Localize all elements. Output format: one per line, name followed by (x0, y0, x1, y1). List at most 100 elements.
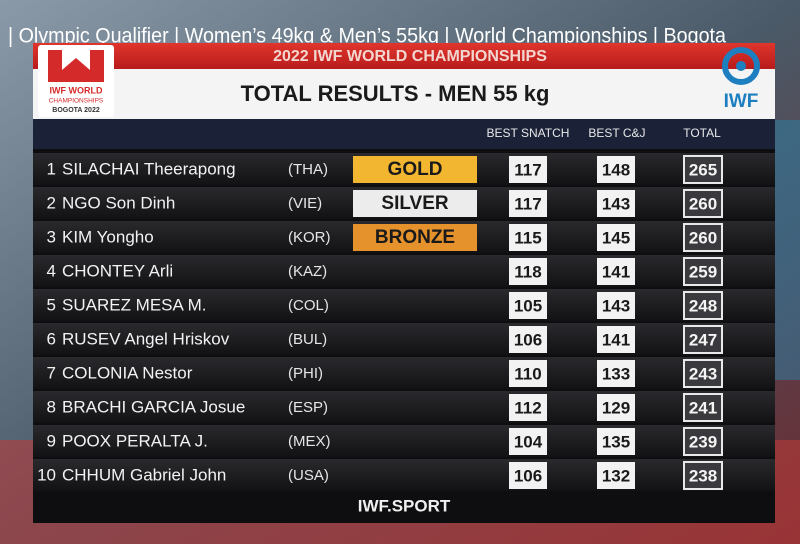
score: 135 (602, 432, 630, 451)
country: (KOR) (288, 229, 331, 246)
score: 132 (602, 466, 630, 485)
rank: 10 (37, 465, 56, 484)
country: (KAZ) (288, 263, 327, 280)
score-box (597, 428, 635, 455)
score-box (509, 224, 547, 251)
score-box (509, 360, 547, 387)
score: 117 (514, 160, 541, 179)
results-title: TOTAL RESULTS - MEN 55 kg (241, 81, 550, 106)
medal-box (353, 156, 477, 183)
score-box (509, 326, 547, 353)
country: (COL) (288, 297, 329, 314)
score: 243 (689, 364, 717, 383)
title-band (33, 69, 775, 119)
logo-right-mark (722, 47, 760, 85)
country: (USA) (288, 467, 329, 484)
column-header: BEST SNATCH (487, 126, 570, 140)
score: 141 (602, 330, 630, 349)
athlete-name: SUAREZ MESA M. (62, 295, 207, 314)
medal: BRONZE (375, 227, 455, 248)
results-rows: 1 SILACHAI Theerapong (THA) GOLD 117 148 265 2 N… (33, 153, 775, 491)
score-box (683, 461, 723, 490)
row-background (33, 255, 775, 287)
score-box (683, 155, 723, 184)
score: 112 (514, 398, 541, 417)
logo-left-mark (48, 50, 104, 82)
score: 117 (514, 194, 541, 213)
logo-left-text: CHAMPIONSHIPS (49, 98, 104, 105)
rank: 2 (47, 193, 56, 212)
medal-box (353, 224, 477, 251)
row-background (33, 425, 775, 457)
score: 247 (689, 330, 717, 349)
score: 148 (602, 160, 630, 179)
background-screen (775, 120, 800, 380)
logo-right-mark (736, 61, 746, 71)
score: 143 (602, 296, 630, 315)
score: 260 (689, 228, 717, 247)
country: (BUL) (288, 331, 327, 348)
score-box (597, 394, 635, 421)
medal-box (353, 190, 477, 217)
row-background (33, 289, 775, 321)
score: 129 (602, 398, 630, 417)
medal: GOLD (388, 159, 443, 180)
country: (THA) (288, 161, 328, 178)
score: 259 (689, 262, 717, 281)
score: 141 (602, 262, 630, 281)
rank: 9 (47, 431, 56, 450)
caption: | Olympic Qualifier | Women’s 49kg & Men… (8, 25, 726, 48)
score: 105 (514, 296, 542, 315)
athlete-name: COLONIA Nestor (62, 363, 193, 382)
score: 104 (514, 432, 543, 451)
rank: 6 (47, 329, 56, 348)
athlete-name: NGO Son Dinh (62, 193, 175, 212)
score-box (683, 359, 723, 388)
athlete-name: SILACHAI Theerapong (62, 159, 236, 178)
score: 133 (602, 364, 630, 383)
score: 248 (689, 296, 717, 315)
rank: 7 (47, 363, 56, 382)
score: 241 (689, 398, 717, 417)
score-box (597, 360, 635, 387)
athlete-name: CHHUM Gabriel John (62, 465, 226, 484)
score: 115 (514, 228, 541, 247)
athlete-name: POOX PERALTA J. (62, 431, 208, 450)
event-band (33, 43, 775, 69)
score: 106 (514, 330, 542, 349)
score: 118 (514, 262, 541, 281)
rank: 3 (47, 227, 56, 246)
score-box (683, 427, 723, 456)
row-background (33, 357, 775, 389)
score-box (509, 462, 547, 489)
column-header-band (33, 119, 775, 149)
rank: 5 (47, 295, 56, 314)
medal: SILVER (381, 193, 448, 214)
score: 265 (689, 160, 717, 179)
score: 145 (602, 228, 630, 247)
row-background (33, 323, 775, 355)
score-box (509, 394, 547, 421)
logo-right-text: IWF (724, 91, 759, 112)
score-box (509, 156, 547, 183)
athlete-name: KIM Yongho (62, 227, 154, 246)
score: 110 (514, 364, 541, 383)
column-header: BEST C&J (588, 126, 645, 140)
score-box (509, 292, 547, 319)
score-box (509, 428, 547, 455)
score: 238 (689, 466, 717, 485)
country: (ESP) (288, 399, 328, 416)
score-box (597, 190, 635, 217)
score-box (509, 190, 547, 217)
score-box (683, 257, 723, 286)
country: (VIE) (288, 195, 322, 212)
country: (PHI) (288, 365, 323, 382)
score-box (683, 393, 723, 422)
score-box (683, 325, 723, 354)
rank: 1 (47, 159, 56, 178)
score-box (683, 291, 723, 320)
score-box (683, 189, 723, 218)
row-background (33, 459, 775, 491)
score-box (597, 462, 635, 489)
